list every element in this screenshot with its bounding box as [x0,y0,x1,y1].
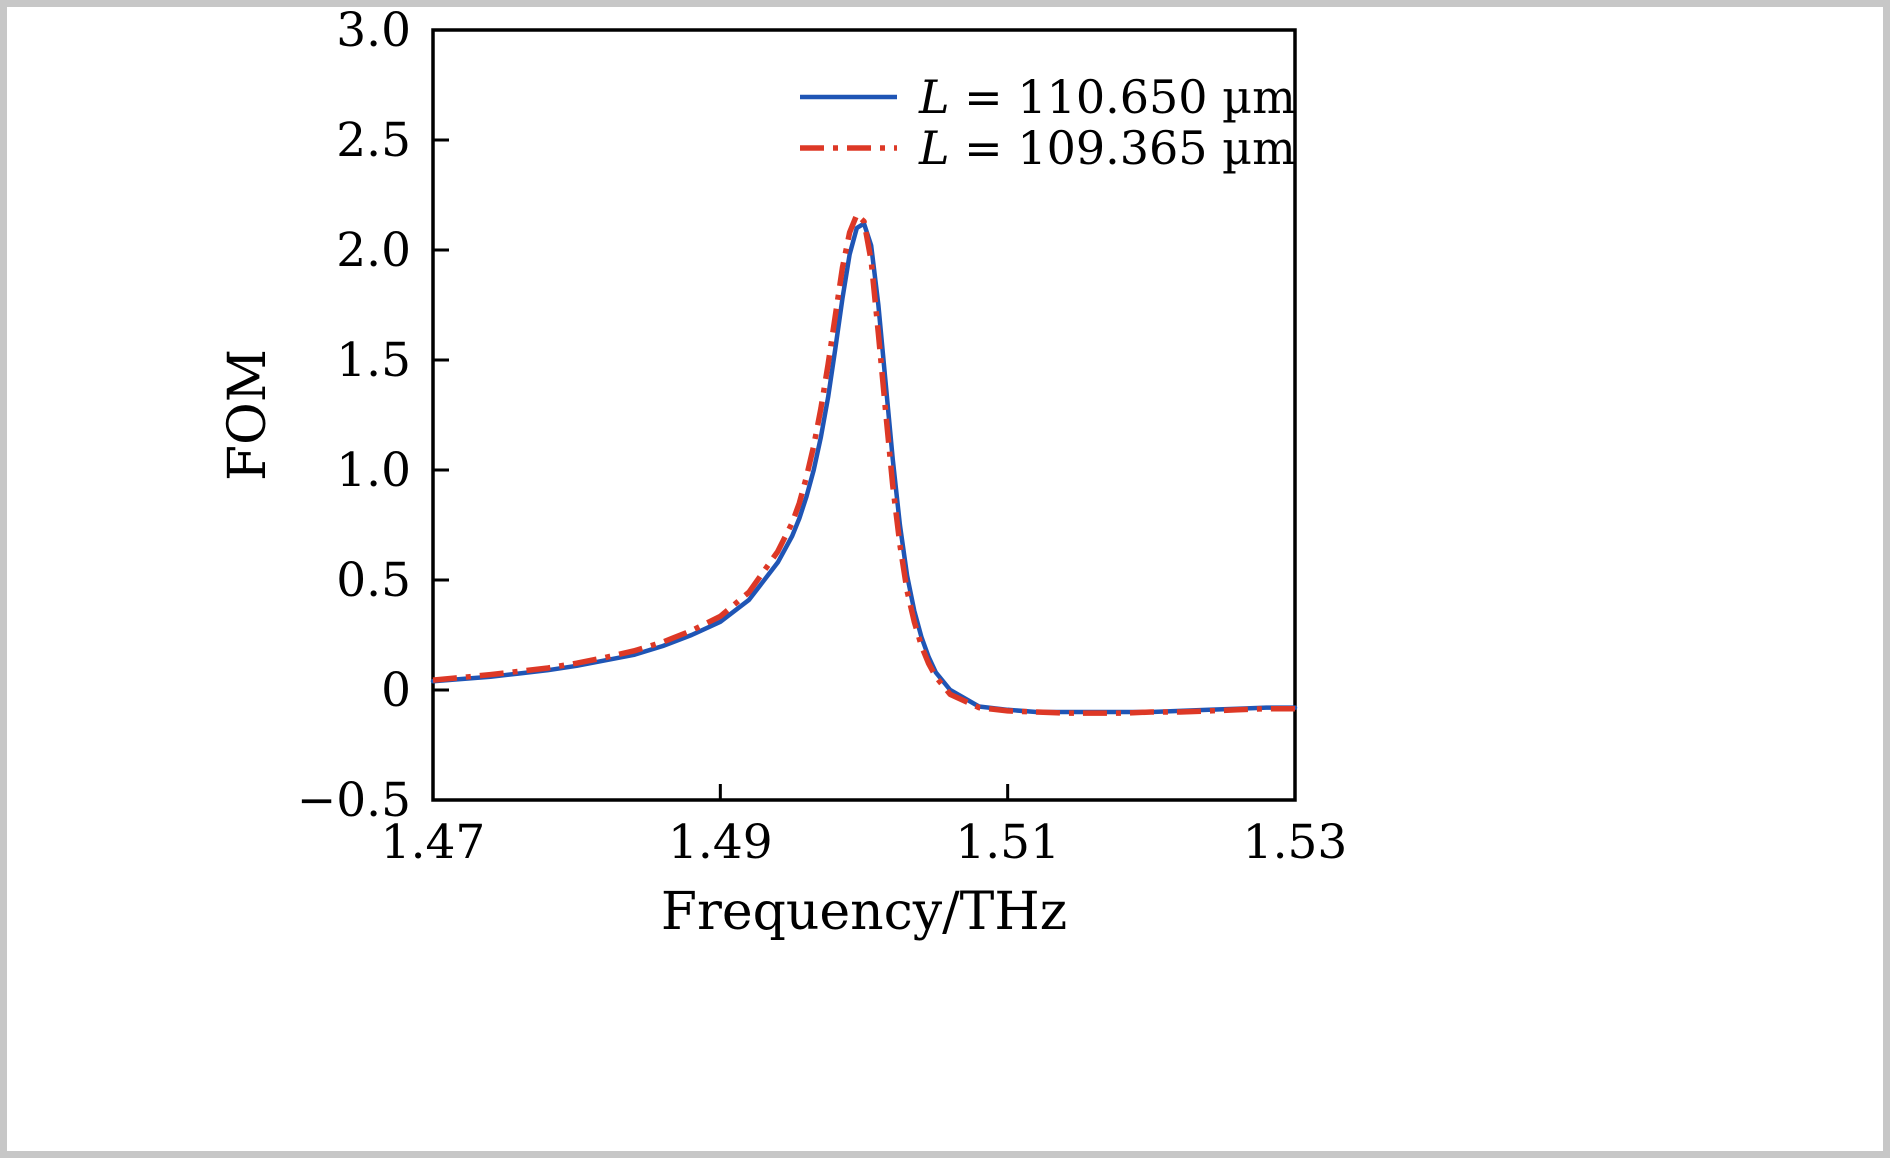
y-tick-label: 2.0 [336,223,411,278]
y-tick-label: 1.0 [336,443,411,498]
x-tick-label: 1.53 [1243,815,1348,870]
legend-symbol-series-2: L [918,121,950,175]
legend-label-series-2: L = 109.365 µm [918,121,1296,175]
y-tick-label: 0.5 [336,553,411,608]
legend-text-series-1: = 110.650 µm [950,70,1296,124]
legend-label-series-1: L = 110.650 µm [918,70,1296,124]
x-tick-label: 1.49 [668,815,773,870]
y-tick-label: 1.5 [336,333,411,388]
legend: L = 110.650 µm L = 109.365 µm [800,70,1296,175]
legend-symbol-series-1: L [918,70,950,124]
legend-text-series-2: = 109.365 µm [950,121,1296,175]
plot-frame [431,28,1297,802]
x-tick-label: 1.51 [955,815,1060,870]
axis-ticks [431,28,1297,802]
data-series [430,212,1298,716]
series-line-1 [430,221,1298,715]
axis-tick-labels: 1.47 1.49 1.51 1.53 −0.5 0 0.5 1.0 1.5 2.0 2.5 3.0 [297,7,1347,870]
y-tick-label: 0 [381,663,411,718]
series-line-2 [432,212,1295,716]
y-axis-title: FOM [218,349,278,481]
y-tick-label: 2.5 [336,113,411,168]
fom-vs-frequency-chart: 1.47 1.49 1.51 1.53−0.500.51.01.52.02.53.0 … [218,7,1347,942]
y-tick-label: −0.5 [297,773,411,828]
y-tick-label: 3.0 [336,7,411,58]
x-tick-label: 1.47 [381,815,486,870]
x-axis-title: Frequency/THz [661,882,1067,942]
